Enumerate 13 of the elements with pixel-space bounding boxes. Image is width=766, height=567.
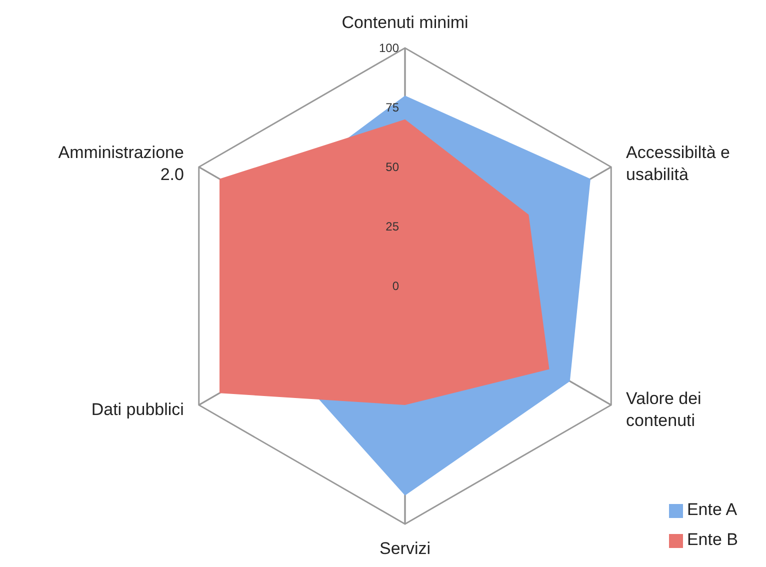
legend-label: Ente B bbox=[686, 530, 738, 549]
y-tick-label: 50 bbox=[386, 160, 400, 174]
spoke-label: Dati pubblici bbox=[91, 400, 184, 419]
y-tick-label: 25 bbox=[386, 220, 400, 234]
spoke-label: Valore dei contenuti bbox=[626, 389, 702, 430]
y-tick-label: 0 bbox=[392, 279, 400, 293]
spoke-label: Accessibiltà e usabilità bbox=[626, 143, 730, 184]
spoke-label: Servizi bbox=[379, 539, 431, 558]
y-tick-label: 75 bbox=[386, 100, 400, 114]
y-tick-label: 100 bbox=[378, 41, 400, 55]
spoke-label: Amministrazione 2.0 bbox=[58, 143, 184, 184]
spoke-label: Contenuti minimi bbox=[342, 13, 468, 32]
legend-label: Ente A bbox=[686, 500, 738, 519]
